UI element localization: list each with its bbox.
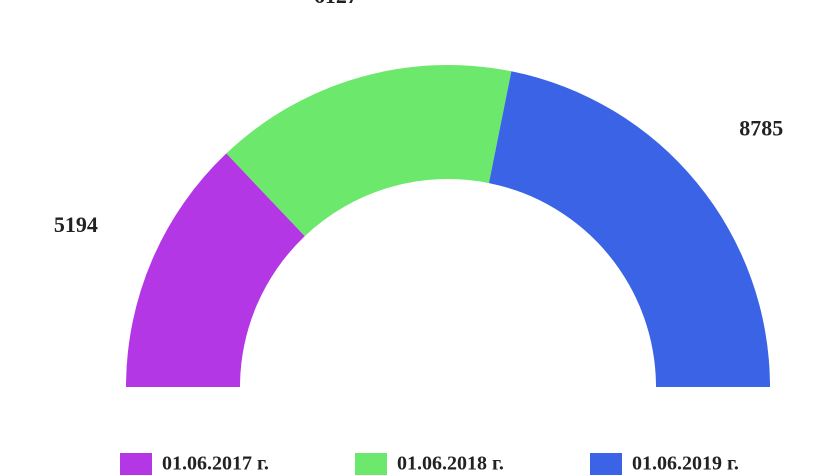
legend-swatch bbox=[355, 453, 387, 475]
slice bbox=[126, 153, 305, 387]
legend-label: 01.06.2018 г. bbox=[397, 453, 504, 475]
slice bbox=[488, 71, 770, 388]
legend-swatch bbox=[120, 453, 152, 475]
value-label: 5194 bbox=[54, 212, 98, 237]
legend-label: 01.06.2017 г. bbox=[162, 453, 269, 475]
value-label: 8785 bbox=[739, 115, 783, 140]
slice bbox=[226, 65, 512, 237]
value-label: 6127 bbox=[314, 0, 358, 8]
legend-label: 01.06.2019 г. bbox=[632, 453, 739, 475]
legend-swatch bbox=[590, 453, 622, 475]
